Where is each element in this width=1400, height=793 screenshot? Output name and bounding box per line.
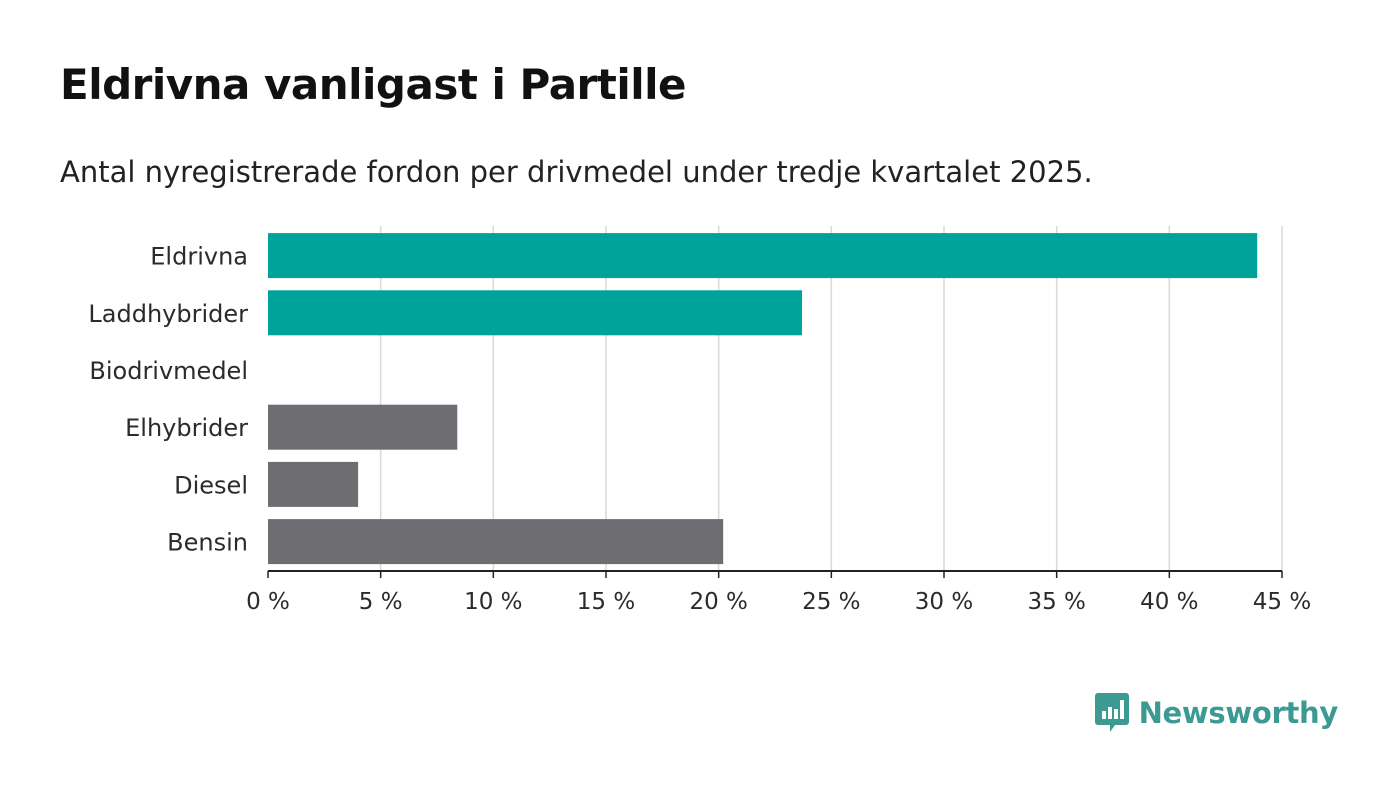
newsworthy-logo-icon <box>1094 693 1129 732</box>
category-label-elhybrider: Elhybrider <box>125 414 248 442</box>
x-tick-label: 35 % <box>1027 589 1085 615</box>
category-label-eldrivna: Eldrivna <box>150 243 248 271</box>
x-tick-label: 20 % <box>689 589 747 615</box>
newsworthy-logo: Newsworthy <box>1094 693 1339 733</box>
bars <box>268 233 1258 565</box>
x-tick-label: 15 % <box>577 589 635 615</box>
bar-eldrivna <box>268 233 1258 279</box>
x-tick-label: 30 % <box>915 589 973 615</box>
grid-lines <box>379 226 1283 571</box>
category-label-laddhybrider: Laddhybrider <box>88 300 248 328</box>
category-label-bensin: Bensin <box>167 529 248 557</box>
category-labels: Eldrivna Laddhybrider Biodrivmedel Elhybrid… <box>88 243 248 557</box>
newsworthy-logo-text: Newsworthy <box>1138 696 1339 730</box>
x-tick-label: 0 % <box>246 589 290 615</box>
bar-laddhybrider <box>268 290 803 336</box>
x-tick-label: 5 % <box>359 589 403 615</box>
bar-diesel <box>268 461 359 507</box>
x-axis: 0 % 5 % 10 % 15 % 20 % 25 % 30 % 35 % 40 % 45 % <box>246 570 1311 615</box>
x-tick-label: 10 % <box>464 589 522 615</box>
category-label-diesel: Diesel <box>174 471 248 499</box>
category-label-biodrivmedel: Biodrivmedel <box>89 357 248 385</box>
chart-subtitle: Antal nyregistrerade fordon per drivmede… <box>60 155 1093 189</box>
chart-title: Eldrivna vanligast i Partille <box>60 60 687 109</box>
x-tick-label: 25 % <box>802 589 860 615</box>
x-tick-label: 45 % <box>1253 589 1311 615</box>
x-tick-label: 40 % <box>1140 589 1198 615</box>
bar-bensin <box>268 519 724 565</box>
bar-elhybrider <box>268 404 458 450</box>
